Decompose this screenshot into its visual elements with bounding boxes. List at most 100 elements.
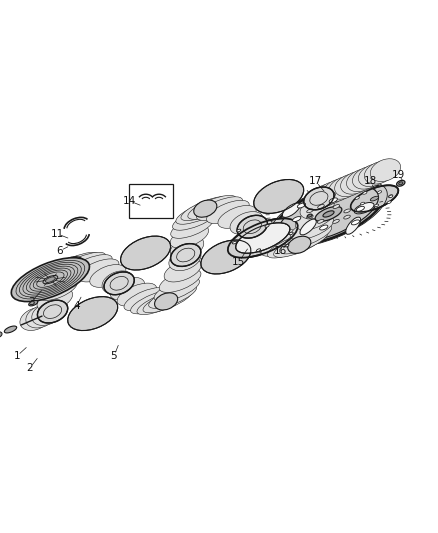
Ellipse shape <box>218 206 256 228</box>
Text: 15: 15 <box>232 257 245 267</box>
Ellipse shape <box>38 268 82 291</box>
Ellipse shape <box>288 236 311 253</box>
Ellipse shape <box>353 166 383 189</box>
Text: 17: 17 <box>309 176 322 186</box>
Ellipse shape <box>247 224 285 247</box>
Ellipse shape <box>315 206 342 221</box>
Ellipse shape <box>164 259 201 282</box>
Text: 16: 16 <box>274 246 287 256</box>
Ellipse shape <box>58 252 106 276</box>
Ellipse shape <box>11 258 89 302</box>
Ellipse shape <box>389 195 393 198</box>
Ellipse shape <box>307 214 312 217</box>
Ellipse shape <box>305 187 335 209</box>
Ellipse shape <box>155 293 178 310</box>
Ellipse shape <box>346 217 360 235</box>
Ellipse shape <box>318 220 324 223</box>
Ellipse shape <box>37 300 68 323</box>
Ellipse shape <box>279 230 328 254</box>
Ellipse shape <box>304 187 334 210</box>
Ellipse shape <box>117 283 156 306</box>
Ellipse shape <box>90 264 126 287</box>
Ellipse shape <box>196 197 243 220</box>
Ellipse shape <box>237 215 268 238</box>
Ellipse shape <box>201 240 251 274</box>
Ellipse shape <box>67 255 112 278</box>
Ellipse shape <box>320 225 328 230</box>
Ellipse shape <box>68 297 118 330</box>
Ellipse shape <box>254 180 304 213</box>
Ellipse shape <box>171 215 214 238</box>
Ellipse shape <box>351 185 398 212</box>
Ellipse shape <box>318 205 324 208</box>
Text: 11: 11 <box>50 229 64 239</box>
Ellipse shape <box>285 244 289 247</box>
Ellipse shape <box>37 288 73 311</box>
Ellipse shape <box>131 290 177 314</box>
Ellipse shape <box>333 220 339 223</box>
Ellipse shape <box>279 186 378 242</box>
Ellipse shape <box>173 207 219 230</box>
Text: 19: 19 <box>392 169 405 180</box>
Ellipse shape <box>207 200 249 223</box>
Ellipse shape <box>46 277 55 282</box>
Ellipse shape <box>387 201 391 204</box>
Ellipse shape <box>323 179 353 201</box>
Ellipse shape <box>356 206 364 211</box>
Ellipse shape <box>233 241 237 244</box>
Ellipse shape <box>316 192 335 205</box>
Ellipse shape <box>170 225 208 248</box>
Text: 5: 5 <box>110 351 117 361</box>
Ellipse shape <box>228 219 298 257</box>
Ellipse shape <box>120 236 170 270</box>
Ellipse shape <box>297 203 306 208</box>
Ellipse shape <box>176 200 224 224</box>
Text: 4: 4 <box>73 301 80 311</box>
Ellipse shape <box>194 200 217 217</box>
Ellipse shape <box>0 332 2 337</box>
Ellipse shape <box>329 176 359 199</box>
Ellipse shape <box>268 234 315 258</box>
Ellipse shape <box>170 237 204 259</box>
Ellipse shape <box>188 196 236 219</box>
Ellipse shape <box>355 197 359 199</box>
Bar <box>129 184 173 219</box>
Ellipse shape <box>240 218 272 241</box>
Ellipse shape <box>230 212 263 235</box>
Ellipse shape <box>274 233 323 257</box>
Ellipse shape <box>45 255 93 279</box>
Ellipse shape <box>295 207 335 230</box>
Ellipse shape <box>43 276 58 284</box>
Ellipse shape <box>378 191 381 193</box>
Ellipse shape <box>154 278 200 301</box>
Text: 18: 18 <box>364 176 377 186</box>
Ellipse shape <box>335 174 365 197</box>
Ellipse shape <box>261 233 307 256</box>
Ellipse shape <box>396 180 405 186</box>
Ellipse shape <box>104 272 134 295</box>
Ellipse shape <box>170 244 201 266</box>
Ellipse shape <box>273 183 384 245</box>
Ellipse shape <box>317 181 347 204</box>
Ellipse shape <box>370 159 401 182</box>
Ellipse shape <box>32 303 62 326</box>
Ellipse shape <box>124 287 168 311</box>
Ellipse shape <box>237 229 241 232</box>
Ellipse shape <box>78 259 119 282</box>
Ellipse shape <box>37 277 78 301</box>
Text: 3: 3 <box>28 296 35 306</box>
Ellipse shape <box>364 161 395 184</box>
Ellipse shape <box>293 216 301 222</box>
Ellipse shape <box>311 184 341 207</box>
Ellipse shape <box>329 198 337 203</box>
Ellipse shape <box>257 249 261 252</box>
Ellipse shape <box>399 182 403 185</box>
Ellipse shape <box>236 223 290 253</box>
Ellipse shape <box>148 285 197 308</box>
Ellipse shape <box>110 277 145 300</box>
Ellipse shape <box>137 290 186 314</box>
Ellipse shape <box>285 224 332 248</box>
Ellipse shape <box>26 305 56 328</box>
Ellipse shape <box>341 172 371 194</box>
Ellipse shape <box>300 196 334 219</box>
